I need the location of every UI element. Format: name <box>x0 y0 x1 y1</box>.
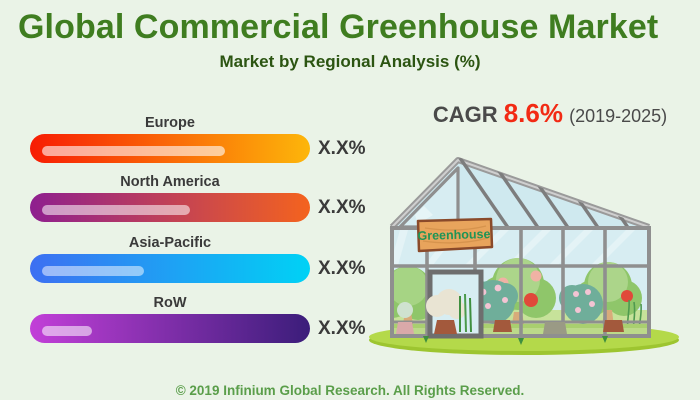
svg-text:Greenhouse: Greenhouse <box>417 227 490 243</box>
